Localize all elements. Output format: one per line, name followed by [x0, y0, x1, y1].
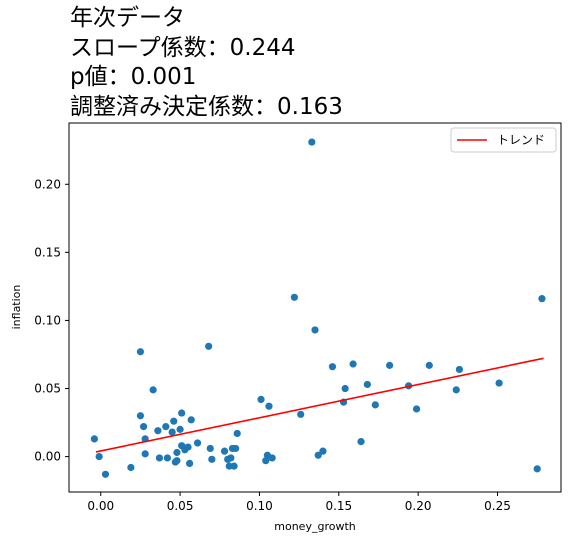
x-tick-label-2: 0.10 [246, 499, 273, 513]
x-tick-label-3: 0.15 [325, 499, 352, 513]
data-point-39 [262, 457, 270, 465]
data-point-59 [425, 361, 433, 369]
data-point-24 [186, 459, 194, 468]
data-point-42 [268, 454, 276, 462]
data-point-58 [412, 405, 421, 413]
legend-trend-label: トレンド [497, 133, 545, 147]
data-point-43 [290, 293, 298, 301]
data-point-49 [328, 363, 337, 371]
data-point-11 [155, 454, 164, 462]
data-point-54 [363, 380, 371, 389]
data-point-9 [149, 386, 157, 394]
data-point-12 [162, 423, 170, 431]
data-point-51 [341, 384, 349, 393]
x-tick-label-1: 0.05 [167, 499, 194, 513]
data-point-35 [230, 462, 238, 470]
legend: トレンド [450, 127, 557, 153]
y-tick-label-2: 0.10 [34, 313, 61, 327]
data-point-63 [533, 465, 541, 473]
data-point-19 [176, 425, 184, 433]
legend-frame [450, 127, 557, 153]
data-point-23 [184, 443, 192, 451]
data-point-5 [136, 348, 145, 356]
data-point-45 [308, 138, 316, 146]
data-point-15 [170, 417, 178, 425]
chart-title: 年次データ スロープ係数：0.244 p値：0.001 調整済み決定係数：0.1… [70, 4, 343, 122]
data-point-36 [232, 444, 240, 453]
data-point-48 [319, 447, 327, 455]
title-line-dataset: 年次データ [70, 5, 185, 31]
data-point-1 [95, 453, 103, 461]
data-point-53 [357, 438, 365, 446]
data-point-20 [178, 409, 186, 417]
y-tick-label-3: 0.15 [34, 245, 61, 259]
data-point-27 [205, 342, 213, 350]
scatter-points [90, 138, 546, 478]
title-line-slope: スロープ係数：0.244 [70, 34, 296, 61]
data-point-29 [208, 455, 216, 463]
data-point-61 [455, 365, 464, 374]
trend-layer [95, 357, 544, 453]
x-axis-label: money_growth [274, 520, 355, 533]
y-tick-label-1: 0.05 [34, 382, 61, 396]
data-point-64 [538, 295, 546, 303]
data-point-38 [257, 395, 265, 404]
data-point-47 [314, 451, 322, 459]
data-point-14 [168, 428, 176, 436]
data-point-10 [154, 427, 162, 435]
y-axis-label: inflation [10, 285, 23, 330]
data-point-13 [163, 454, 171, 462]
title-line-adj-r2: 調整済み決定係数：0.163 [70, 93, 343, 120]
data-point-0 [90, 435, 98, 443]
data-point-37 [233, 429, 241, 438]
y-tick-label-4: 0.20 [34, 177, 61, 191]
data-point-6 [139, 423, 148, 431]
data-point-41 [265, 402, 273, 410]
data-point-46 [311, 326, 319, 334]
data-point-28 [206, 444, 214, 453]
data-point-17 [173, 457, 181, 465]
title-line-pvalue: p値：0.001 [70, 64, 197, 90]
data-point-33 [227, 454, 235, 462]
data-point-26 [193, 439, 202, 447]
data-point-30 [220, 447, 229, 455]
data-point-18 [173, 448, 181, 457]
plot-frame [68, 122, 562, 493]
data-point-55 [371, 401, 379, 409]
y-tick-label-0: 0.00 [34, 450, 61, 464]
trend-line [95, 357, 544, 453]
data-point-4 [136, 412, 145, 420]
data-point-3 [127, 463, 135, 472]
data-point-56 [385, 361, 394, 369]
x-tick-label-0: 0.00 [87, 499, 114, 513]
data-point-62 [495, 379, 503, 387]
data-point-60 [452, 386, 460, 394]
x-tick-label-5: 0.25 [484, 499, 511, 513]
axis-ticks: 0.00 0.05 0.10 0.15 0.20 0.25 0.00 0.05 0.10 0.15… [34, 177, 511, 513]
data-point-25 [187, 416, 195, 424]
x-tick-label-4: 0.20 [405, 499, 432, 513]
data-point-8 [141, 450, 149, 458]
data-point-52 [349, 360, 357, 368]
data-point-2 [101, 470, 110, 478]
data-point-44 [297, 410, 305, 418]
